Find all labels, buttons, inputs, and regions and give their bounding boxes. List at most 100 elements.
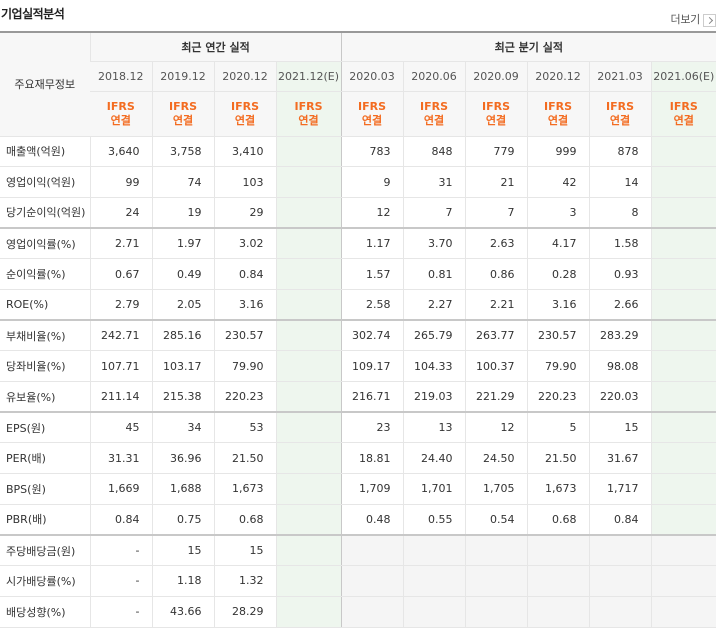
- table-cell: 0.84: [89, 504, 152, 536]
- table-cell: [526, 533, 590, 567]
- table-cell: 21: [464, 166, 528, 198]
- period-header: 2020.09: [464, 61, 528, 92]
- table-cell: 7: [464, 197, 528, 229]
- basis-consolidated-label: 연결: [298, 113, 319, 127]
- table-cell: [275, 411, 342, 444]
- table-cell: [650, 381, 717, 413]
- table-cell: 878: [588, 136, 652, 168]
- table-cell: 5: [526, 411, 590, 444]
- table-cell: 0.28: [526, 258, 590, 290]
- table-cell: 23: [340, 411, 404, 444]
- table-cell: 283.29: [588, 319, 652, 352]
- table-cell: 216.71: [340, 381, 404, 413]
- table-cell: 15: [151, 533, 214, 567]
- table-cell: 18.81: [340, 442, 404, 475]
- table-cell: 0.75: [151, 504, 214, 536]
- row-label: 유보율(%): [0, 381, 90, 413]
- row-label: 부채비율(%): [0, 319, 90, 352]
- table-cell: [275, 473, 342, 505]
- table-cell: 7: [402, 197, 466, 229]
- basis-header: IFRS 연결: [340, 91, 404, 137]
- table-cell: 220.23: [526, 381, 590, 413]
- table-cell: 42: [526, 166, 590, 198]
- basis-consolidated-label: 연결: [673, 113, 694, 127]
- table-cell: 107.71: [89, 350, 152, 382]
- table-cell: [464, 565, 528, 597]
- table-cell: 79.90: [213, 350, 276, 382]
- table-cell: [650, 258, 717, 290]
- table-cell: 1,673: [213, 473, 276, 505]
- table-cell: 21.50: [526, 442, 590, 475]
- table-cell: 2.58: [340, 289, 404, 321]
- table-cell: [275, 319, 342, 352]
- row-label: 당좌비율(%): [0, 350, 90, 382]
- table-cell: 263.77: [464, 319, 528, 352]
- row-label: 주당배당금(원): [0, 533, 90, 567]
- basis-header: IFRS 연결: [402, 91, 466, 137]
- table-cell: [650, 473, 717, 505]
- table-cell: 0.84: [213, 258, 276, 290]
- table-cell: 99: [89, 166, 152, 198]
- table-row: 시가배당률(%) -1.18 1.32: [0, 565, 717, 597]
- table-cell: 230.57: [213, 319, 276, 352]
- more-link[interactable]: 더보기: [671, 11, 716, 27]
- table-cell: 219.03: [402, 381, 466, 413]
- table-row: 당좌비율(%) 107.71 103.17 79.90 109.17 104.33 100.…: [0, 350, 717, 382]
- more-label[interactable]: 더보기: [670, 13, 701, 26]
- table-cell: [340, 596, 404, 628]
- table-cell: [526, 565, 590, 597]
- period-header: 2020.12: [526, 61, 590, 92]
- table-cell: 104.33: [402, 350, 466, 382]
- table-cell: [275, 166, 342, 198]
- basis-ifrs-label: IFRS: [606, 99, 635, 113]
- table-row: 당기순이익(억원) 24 19 29 12 7 7 3 8: [0, 197, 717, 229]
- table-row: PBR(배) 0.84 0.75 0.68 0.48 0.55 0.54 0.68 0.84: [0, 504, 717, 536]
- table-cell: 1,701: [402, 473, 466, 505]
- basis-header: IFRS 연결: [650, 91, 717, 137]
- table-row: ROE(%) 2.79 2.05 3.16 2.58 2.27 2.21 3.16 2.66: [0, 289, 717, 321]
- basis-header: IFRS 연결: [588, 91, 652, 137]
- table-cell: 103: [213, 166, 276, 198]
- table-cell: 1,673: [526, 473, 590, 505]
- table-cell: 1.17: [340, 227, 404, 260]
- table-cell: 24.50: [464, 442, 528, 475]
- table-cell: 100.37: [464, 350, 528, 382]
- table-cell: 9: [340, 166, 404, 198]
- row-label: 배당성향(%): [0, 596, 90, 628]
- table-cell: 12: [340, 197, 404, 229]
- table-cell: 285.16: [151, 319, 214, 352]
- table-cell: [275, 442, 342, 475]
- table-cell: [402, 533, 466, 567]
- table-cell: [340, 533, 404, 567]
- table-cell: 1,669: [89, 473, 152, 505]
- table-cell: [275, 596, 342, 628]
- row-label: 순이익률(%): [0, 258, 90, 290]
- table-cell: [650, 319, 717, 352]
- table-cell: 999: [526, 136, 590, 168]
- table-cell: 31.31: [89, 442, 152, 475]
- table-cell: [650, 411, 717, 444]
- table-cell: 2.27: [402, 289, 466, 321]
- basis-consolidated-label: 연결: [423, 113, 445, 127]
- annual-group-header: 최근 연간 실적: [89, 32, 342, 62]
- financial-table: 주요재무정보 최근 연간 실적 최근 분기 실적 2018.12 2019.12 2…: [0, 31, 717, 628]
- table-cell: [650, 350, 717, 382]
- table-row: 유보율(%) 211.14 215.38 220.23 216.71 219.03 221.…: [0, 381, 717, 413]
- table-cell: 4.17: [526, 227, 590, 260]
- table-cell: 3: [526, 197, 590, 229]
- chevron-right-icon[interactable]: [703, 13, 716, 27]
- table-row: EPS(원) 45 34 53 23 13 12 5 15: [0, 411, 717, 444]
- table-cell: 2.21: [464, 289, 528, 321]
- table-cell: 3,410: [213, 136, 276, 168]
- table-cell: [650, 504, 717, 536]
- table-row: 배당성향(%) -43.66 28.29: [0, 596, 717, 628]
- table-cell: 34: [151, 411, 214, 444]
- table-cell: 103.17: [151, 350, 214, 382]
- table-cell: 53: [213, 411, 276, 444]
- row-label: PBR(배): [0, 504, 90, 536]
- table-cell: [650, 136, 717, 168]
- table-cell: 31.67: [588, 442, 652, 475]
- table-cell: 0.48: [340, 504, 404, 536]
- table-cell: 24.40: [402, 442, 466, 475]
- table-cell: 3,758: [151, 136, 214, 168]
